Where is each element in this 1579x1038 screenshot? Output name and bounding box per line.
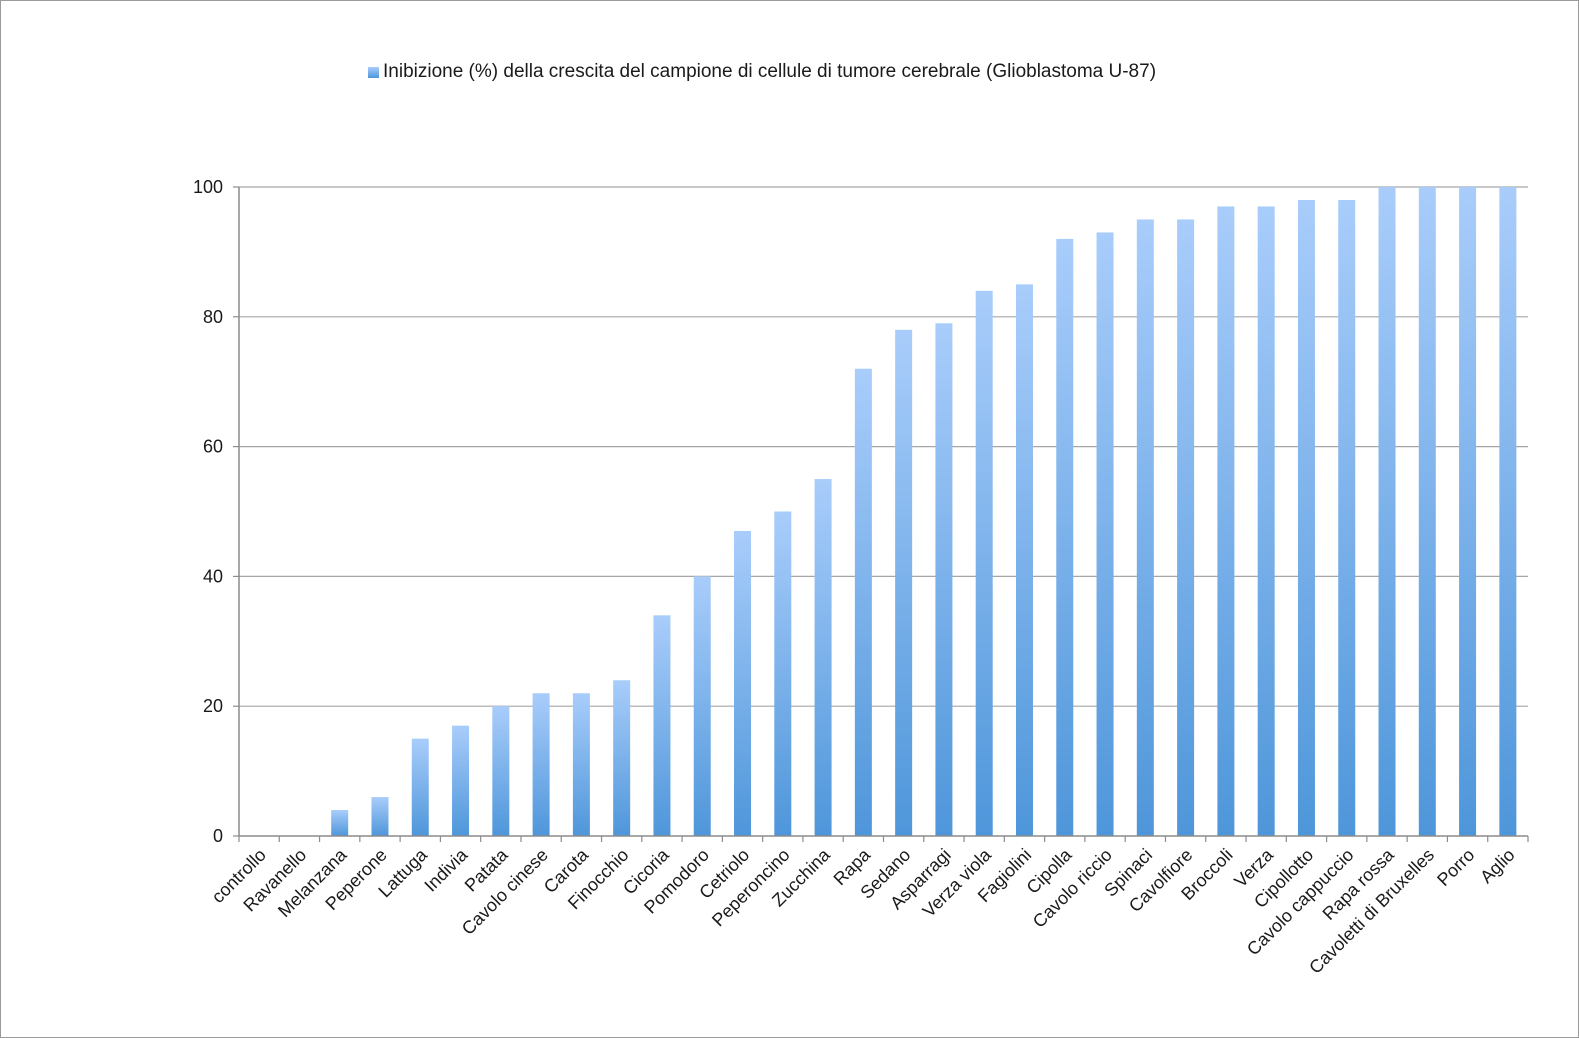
y-tick-label: 40 [203,566,223,586]
bar [371,797,389,836]
bar [935,323,953,836]
bar [1136,219,1154,836]
bar [331,810,349,836]
bar [693,576,711,836]
bar [814,479,832,836]
bar [1297,199,1315,837]
bar [1338,199,1356,837]
bar [854,368,872,836]
bar [1056,238,1074,837]
bar [532,693,550,836]
x-category-label: Porro [1433,845,1478,890]
legend-label: Inibizione (%) della crescita del campio… [383,61,1157,82]
bar [653,615,671,836]
bar [1257,206,1275,837]
y-tick-labels: 0 20 40 60 80 100 [193,177,223,846]
bar [1217,206,1235,837]
gridlines [239,186,1528,707]
bar [1418,187,1436,836]
bar [1459,187,1477,836]
y-tick-label: 20 [203,696,223,716]
axes [233,186,1529,842]
bar [1015,284,1033,837]
x-category-label: Indivia [420,844,472,896]
bar [613,680,631,836]
bar [572,693,590,836]
y-tick-label: 80 [203,307,223,327]
bar [895,329,913,836]
bar [734,530,752,836]
x-category-label: Aglio [1476,845,1518,887]
x-category-labels: controlloRavanelloMelanzanaPeperoneLattu… [208,844,1519,978]
y-tick-label: 0 [213,826,223,846]
bar [774,511,792,836]
bar [1378,187,1396,836]
bar [1499,187,1517,836]
y-tick-label: 60 [203,437,223,457]
bar [411,738,429,836]
bar [975,290,993,837]
legend: Inibizione (%) della crescita del campio… [368,61,1156,83]
y-tick-label: 100 [193,177,223,197]
bar [1096,232,1114,836]
legend-swatch [368,66,379,78]
bar [492,706,510,836]
bar [1177,219,1195,836]
bars [331,187,1517,837]
bar [452,725,470,836]
